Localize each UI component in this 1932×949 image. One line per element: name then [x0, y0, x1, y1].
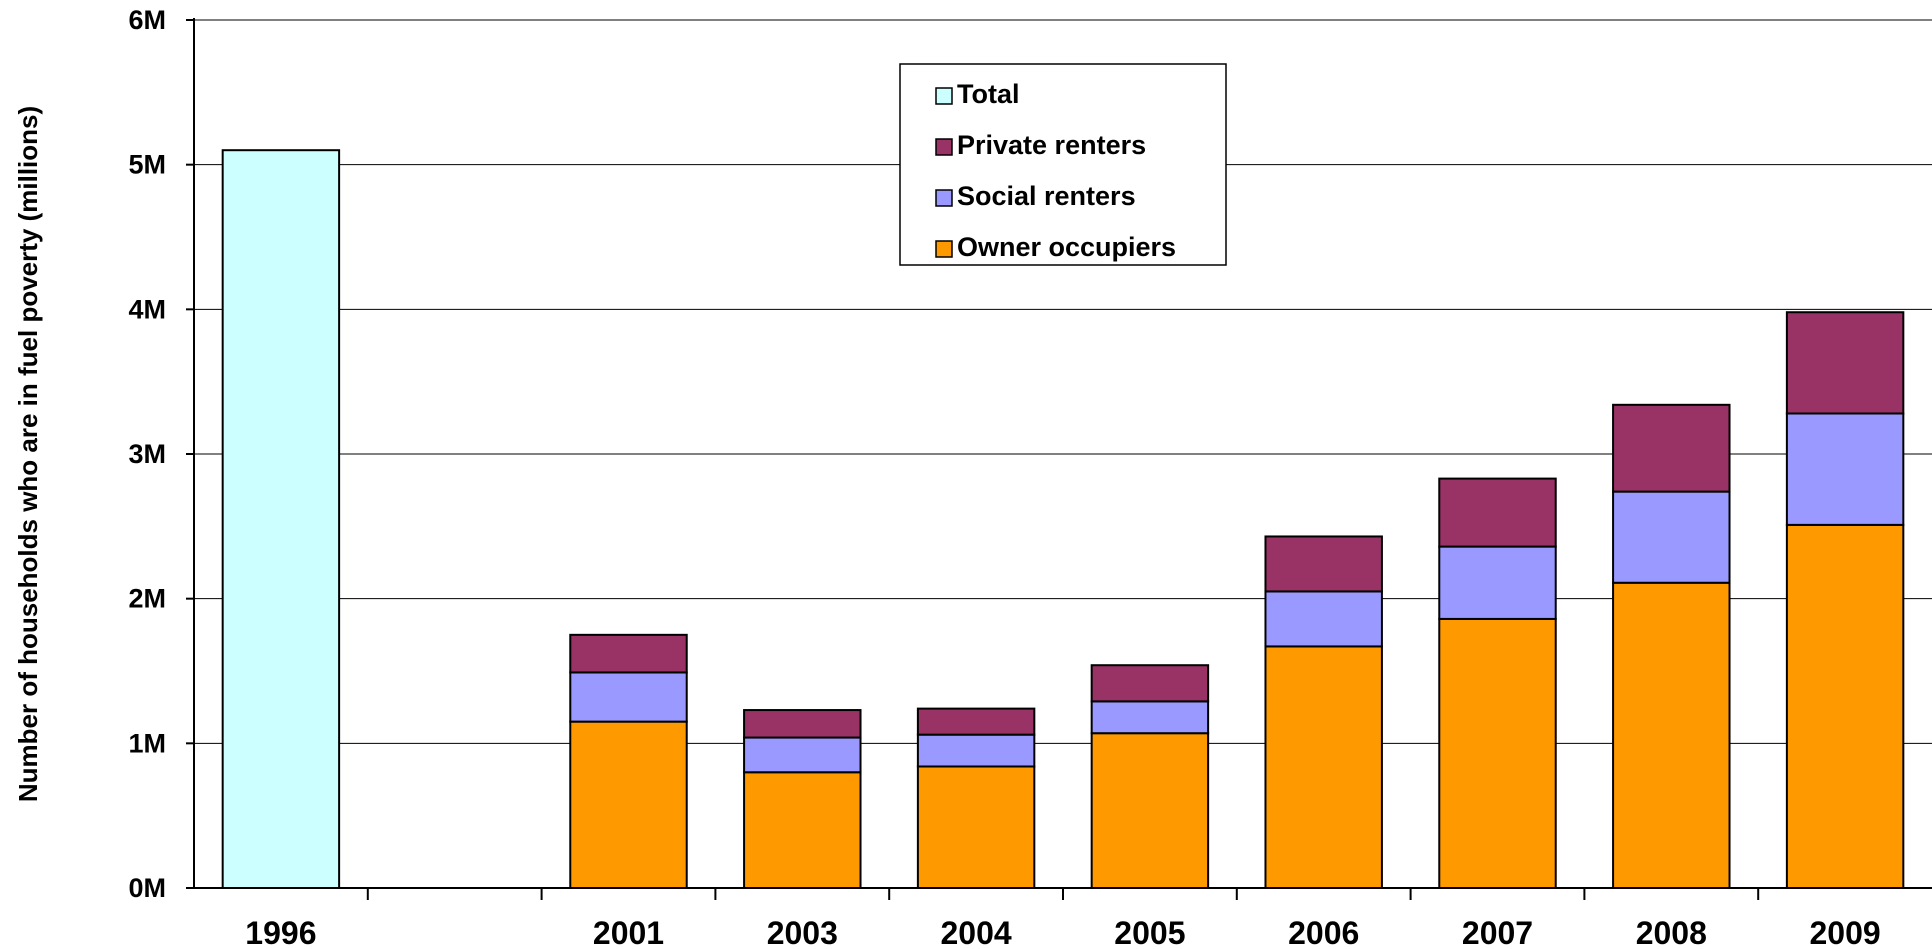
bar-social-renters-2007 — [1438, 545, 1557, 620]
bar-social-renters-2006 — [1264, 590, 1383, 648]
bar-owner-occupiers-2001 — [569, 720, 688, 890]
bar-owner-occupiers-2009 — [1785, 523, 1905, 889]
bar-social-renters-2001 — [569, 671, 688, 723]
y-tick-label: 1M — [128, 728, 166, 758]
legend-swatch-total — [935, 87, 953, 105]
y-tick-label: 3M — [128, 439, 166, 469]
y-tick-label: 0M — [128, 873, 166, 903]
legend-swatch-social-renters — [935, 189, 953, 207]
x-category-label: 1996 — [245, 915, 316, 949]
y-tick-label: 5M — [128, 150, 166, 180]
legend-label: Private renters — [957, 130, 1146, 160]
axes: 0M 1M 2M 3M 4M 5M 6M 1996 2001 2003 2004 2005 2006 20… — [128, 5, 1932, 949]
bar-private-renters-2008 — [1612, 403, 1731, 493]
legend-swatch-owner-occupiers — [935, 240, 953, 258]
bar-social-renters-2004 — [916, 733, 1036, 768]
legend-swatch-private-renters — [935, 138, 953, 156]
bar-private-renters-2006 — [1264, 535, 1383, 593]
legend-label: Social renters — [957, 181, 1136, 211]
bar-owner-occupiers-2004 — [916, 765, 1036, 889]
x-category-label: 2009 — [1810, 915, 1881, 949]
x-category-label: 2005 — [1114, 915, 1185, 949]
bar-social-renters-2005 — [1090, 700, 1210, 735]
bar-social-renters-2009 — [1785, 412, 1905, 526]
x-category-label: 2003 — [767, 915, 838, 949]
bar-social-renters-2008 — [1612, 490, 1731, 584]
bar-owner-occupiers-2007 — [1438, 617, 1557, 889]
legend: Total Private renters Social renters Owner … — [899, 63, 1227, 266]
legend-label: Total — [957, 79, 1020, 109]
x-category-label: 2004 — [941, 915, 1012, 949]
bar-owner-occupiers-2006 — [1264, 645, 1383, 890]
bar-private-renters-2004 — [916, 707, 1036, 736]
bar-private-renters-2007 — [1438, 477, 1557, 548]
x-category-label: 2006 — [1288, 915, 1359, 949]
bar-owner-occupiers-2005 — [1090, 732, 1210, 889]
bar-total-1996 — [221, 149, 341, 889]
y-axis-label: Number of households who are in fuel pov… — [13, 106, 43, 802]
bar-social-renters-2003 — [743, 736, 862, 774]
bar-private-renters-2001 — [569, 633, 688, 674]
x-category-label: 2008 — [1636, 915, 1707, 949]
legend-box — [899, 63, 1227, 266]
bars — [221, 149, 1905, 890]
bar-private-renters-2003 — [743, 709, 862, 739]
bar-private-renters-2005 — [1090, 664, 1210, 703]
x-category-label: 2007 — [1462, 915, 1533, 949]
y-tick-label: 4M — [128, 294, 166, 324]
y-tick-label: 2M — [128, 584, 166, 614]
bar-private-renters-2009 — [1785, 311, 1905, 415]
bar-owner-occupiers-2003 — [743, 771, 862, 889]
bar-owner-occupiers-2008 — [1612, 581, 1731, 890]
x-category-label: 2001 — [593, 915, 664, 949]
legend-label: Owner occupiers — [957, 232, 1176, 262]
y-tick-label: 6M — [128, 5, 166, 35]
